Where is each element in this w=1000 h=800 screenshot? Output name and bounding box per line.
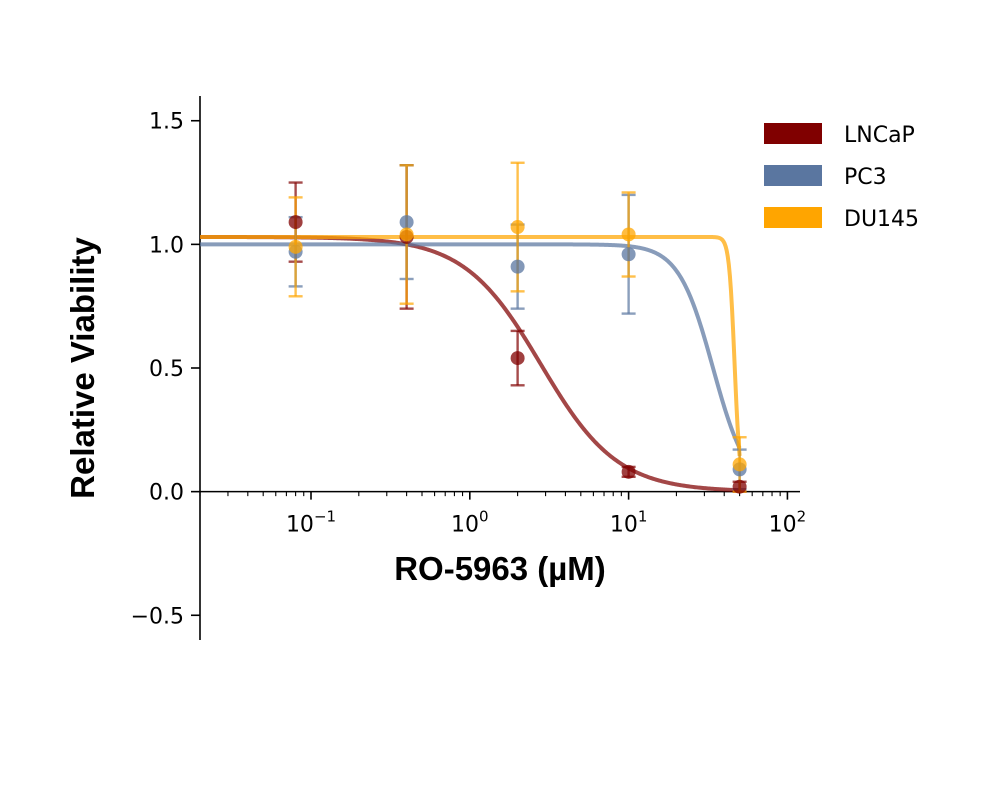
y-tick-label: 0.0 [149, 481, 184, 506]
data-point-pc3 [621, 247, 636, 262]
y-tick-label: −0.5 [131, 604, 184, 629]
x-tick-label: 101 [610, 508, 648, 538]
data-point-pc3 [399, 215, 414, 230]
legend-label-pc3: PC3 [844, 165, 887, 190]
x-tick-label: 102 [769, 508, 807, 538]
x-tick-label: 10−1 [286, 508, 336, 538]
legend-swatch-du145 [764, 207, 822, 228]
legend-swatch-lncap [764, 123, 822, 144]
data-point-lncap [732, 479, 747, 494]
x-axis-title: RO-5963 (µM) [394, 550, 606, 587]
axis-ticks: −0.5 0.0 0.5 1.0 1.5 10−1 100 101 102 [131, 110, 807, 630]
y-tick-label: 1.5 [149, 110, 184, 135]
legend-swatch-pc3 [764, 165, 822, 186]
data-point-lncap [288, 215, 303, 230]
data-point-du145 [510, 220, 525, 235]
x-tick-label: 100 [451, 508, 489, 538]
data-point-du145 [288, 239, 303, 254]
data-point-lncap [621, 464, 636, 479]
fit-curve-du145 [199, 234, 742, 457]
legend-label-du145: DU145 [844, 207, 919, 232]
data-points [288, 215, 747, 494]
data-point-du145 [399, 227, 414, 242]
data-point-du145 [732, 457, 747, 472]
legend-label-lncap: LNCaP [844, 123, 915, 148]
data-point-lncap [510, 351, 525, 366]
data-point-du145 [621, 227, 636, 242]
fit-curves [199, 234, 742, 493]
fit-curve-pc3 [199, 242, 742, 449]
fit-curve-lncap [199, 234, 741, 493]
legend: LNCaP PC3 DU145 [764, 123, 919, 232]
y-tick-label: 0.5 [149, 357, 184, 382]
y-axis-title: Relative Viability [64, 237, 101, 499]
data-point-pc3 [510, 259, 525, 274]
y-tick-label: 1.0 [149, 233, 184, 258]
